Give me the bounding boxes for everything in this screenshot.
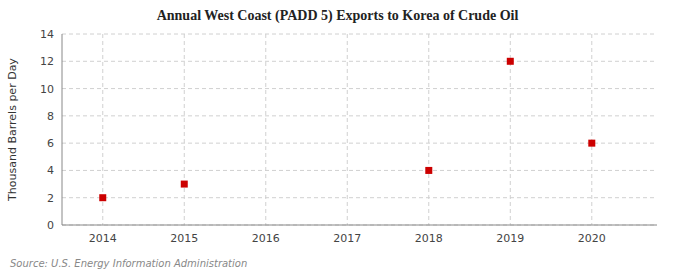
x-tick-label: 2015 xyxy=(170,232,198,245)
y-tick-label: 10 xyxy=(40,83,54,96)
chart-container: Annual West Coast (PADD 5) Exports to Ko… xyxy=(0,0,675,275)
data-point xyxy=(181,181,188,188)
data-point xyxy=(507,58,514,65)
y-grid-line xyxy=(62,61,657,62)
x-tick-label: 2014 xyxy=(89,232,117,245)
y-grid-line xyxy=(62,88,657,89)
y-tick-label: 6 xyxy=(47,137,54,150)
x-tick-label: 2020 xyxy=(578,232,606,245)
y-tick-label: 0 xyxy=(47,219,54,232)
chart-svg: Annual West Coast (PADD 5) Exports to Ko… xyxy=(0,0,675,275)
y-grid-line xyxy=(62,197,657,198)
x-grid-line xyxy=(591,34,592,225)
y-grid-line xyxy=(62,143,657,144)
y-tick-label: 2 xyxy=(47,192,54,205)
x-tick-label: 2018 xyxy=(415,232,443,245)
points xyxy=(99,58,595,201)
x-tick-label: 2016 xyxy=(252,232,280,245)
x-tick-label: 2019 xyxy=(496,232,524,245)
source-note: Source: U.S. Energy Information Administ… xyxy=(10,258,247,269)
y-tick-label: 14 xyxy=(40,28,54,41)
y-tick-label: 4 xyxy=(47,164,54,177)
y-grid-line xyxy=(62,115,657,116)
y-grid-line xyxy=(62,170,657,171)
y-axis-line xyxy=(62,34,63,225)
x-grid-line xyxy=(428,34,429,225)
y-tick-label: 8 xyxy=(47,110,54,123)
data-point xyxy=(99,194,106,201)
x-tick-label: 2017 xyxy=(333,232,361,245)
x-grid-line xyxy=(184,34,185,225)
x-grid-line xyxy=(265,34,266,225)
x-axis-line xyxy=(62,225,657,226)
grid xyxy=(62,34,657,225)
chart-title: Annual West Coast (PADD 5) Exports to Ko… xyxy=(157,8,519,24)
y-axis-label: Thousand Barrels per Day xyxy=(6,58,19,202)
data-point xyxy=(425,167,432,174)
x-grid-line xyxy=(347,34,348,225)
y-grid-line xyxy=(62,225,657,226)
y-grid-line xyxy=(62,34,657,35)
y-tick-label: 12 xyxy=(40,55,54,68)
data-point xyxy=(588,140,595,147)
